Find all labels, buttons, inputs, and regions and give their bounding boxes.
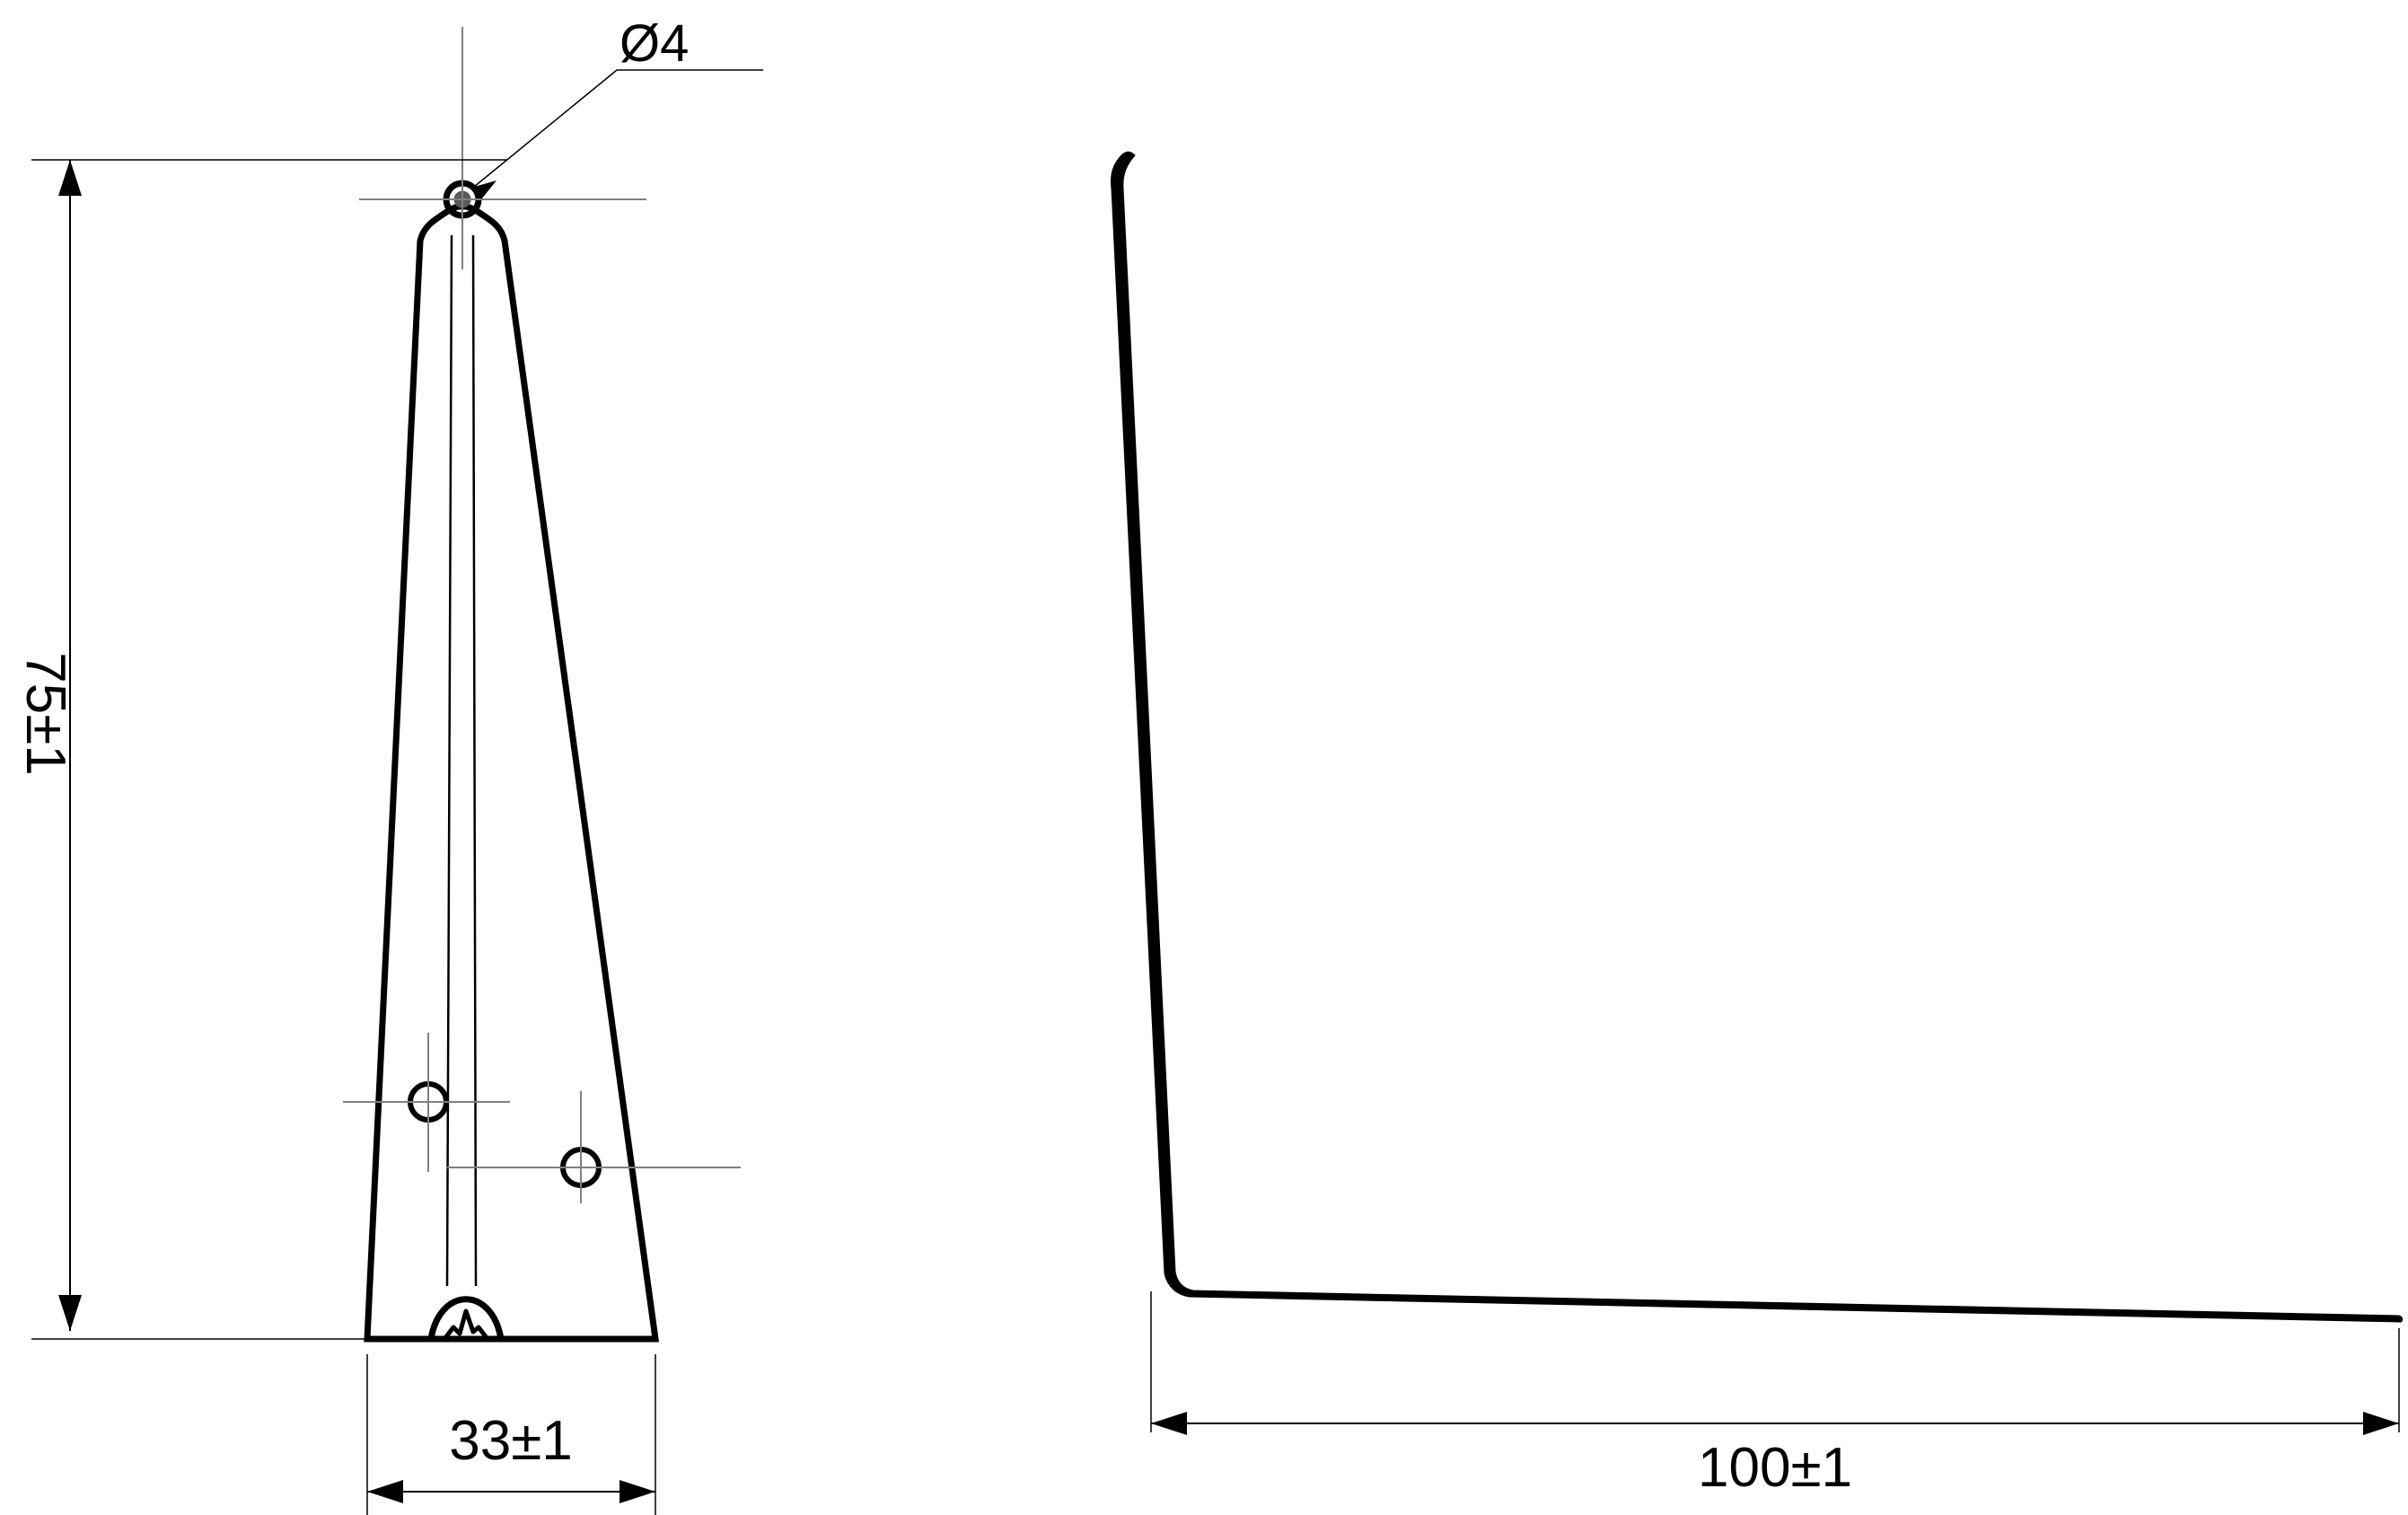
svg-text:Ø4: Ø4 <box>620 14 689 73</box>
svg-text:75±1: 75±1 <box>14 652 76 775</box>
svg-text:100±1: 100±1 <box>1698 1437 1852 1499</box>
svg-text:33±1: 33±1 <box>449 1410 572 1472</box>
